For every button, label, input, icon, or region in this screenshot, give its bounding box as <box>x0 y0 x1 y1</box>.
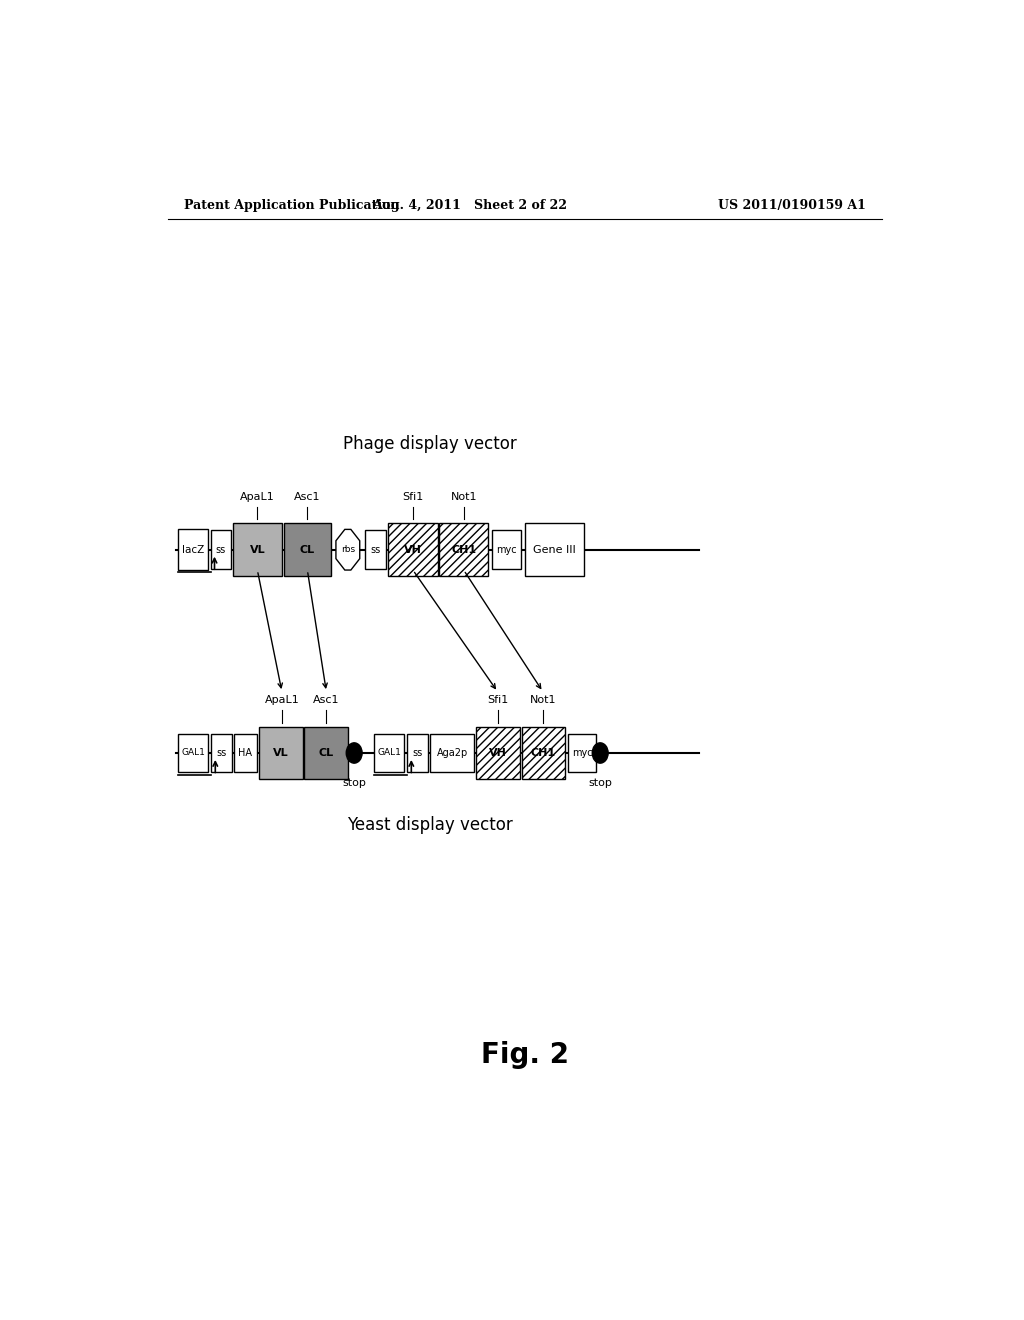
Text: Asc1: Asc1 <box>313 696 340 705</box>
Text: Aug. 4, 2011   Sheet 2 of 22: Aug. 4, 2011 Sheet 2 of 22 <box>372 198 566 211</box>
Text: CL: CL <box>300 545 315 554</box>
Polygon shape <box>336 529 359 570</box>
Text: ss: ss <box>216 545 226 554</box>
Text: Not1: Not1 <box>529 696 556 705</box>
Circle shape <box>346 743 362 763</box>
Text: CH1: CH1 <box>530 748 556 758</box>
Text: GAL1: GAL1 <box>181 748 205 758</box>
Text: ApaL1: ApaL1 <box>240 492 274 502</box>
Text: VH: VH <box>489 748 507 758</box>
Bar <box>388 523 437 576</box>
Bar <box>178 734 208 772</box>
Bar <box>524 523 585 576</box>
Bar <box>374 734 404 772</box>
Text: Not1: Not1 <box>451 492 477 502</box>
Text: rbs: rbs <box>341 545 355 554</box>
Bar <box>567 734 596 772</box>
Text: myc: myc <box>571 748 592 758</box>
Text: ss: ss <box>413 748 423 758</box>
Text: US 2011/0190159 A1: US 2011/0190159 A1 <box>718 198 866 211</box>
Text: GAL1: GAL1 <box>377 748 401 758</box>
Bar <box>232 523 282 576</box>
Text: VH: VH <box>403 545 422 554</box>
Text: lacZ: lacZ <box>182 545 204 554</box>
Bar <box>408 734 428 772</box>
Text: ss: ss <box>216 748 226 758</box>
Bar <box>284 523 331 576</box>
Bar <box>439 523 488 576</box>
Text: CH1: CH1 <box>452 545 476 554</box>
Bar <box>476 726 520 779</box>
Text: Gene III: Gene III <box>534 545 575 554</box>
Text: HA: HA <box>239 748 253 758</box>
Text: Aga2p: Aga2p <box>436 748 468 758</box>
Text: stop: stop <box>588 779 612 788</box>
Bar <box>178 529 208 570</box>
Bar <box>521 726 565 779</box>
Text: Sfi1: Sfi1 <box>487 696 509 705</box>
Bar <box>304 726 348 779</box>
Circle shape <box>592 743 608 763</box>
Text: ss: ss <box>371 545 381 554</box>
Text: CL: CL <box>318 748 334 758</box>
Text: ApaL1: ApaL1 <box>264 696 299 705</box>
Text: Patent Application Publication: Patent Application Publication <box>183 198 399 211</box>
Text: VL: VL <box>273 748 289 758</box>
Bar <box>430 734 474 772</box>
Text: VL: VL <box>250 545 265 554</box>
Bar <box>493 531 521 569</box>
Text: Fig. 2: Fig. 2 <box>481 1041 568 1069</box>
Text: myc: myc <box>497 545 517 554</box>
Bar <box>211 734 232 772</box>
Bar <box>366 531 386 569</box>
Text: Yeast display vector: Yeast display vector <box>347 816 512 834</box>
Text: Asc1: Asc1 <box>294 492 321 502</box>
Text: Sfi1: Sfi1 <box>402 492 424 502</box>
Text: Phage display vector: Phage display vector <box>343 436 516 453</box>
Bar <box>234 734 257 772</box>
Bar <box>211 531 231 569</box>
Text: stop: stop <box>342 779 367 788</box>
Bar <box>259 726 303 779</box>
